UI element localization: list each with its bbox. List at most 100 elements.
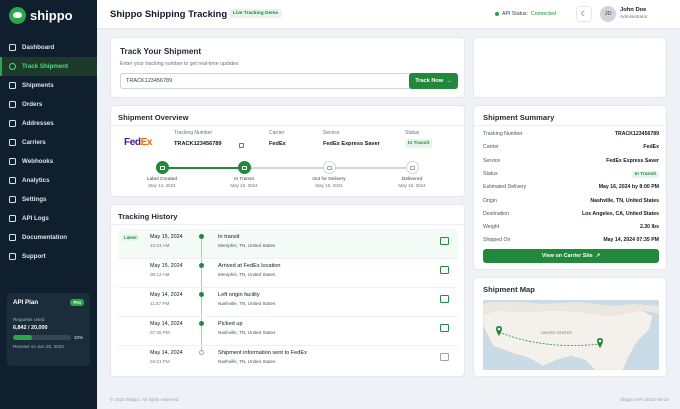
usage-percent: 33% [74, 335, 84, 340]
destination-pin-icon[interactable] [597, 338, 603, 348]
tracking-number-input[interactable] [120, 73, 414, 89]
sidebar-item-label: Orders [22, 101, 43, 108]
timeline-line [201, 326, 202, 353]
track-now-button[interactable]: Track Now → [409, 73, 458, 89]
map-land [483, 309, 654, 370]
copy-icon[interactable] [239, 143, 244, 148]
sidebar-item-support[interactable]: Support [0, 247, 97, 266]
sidebar-item-carriers[interactable]: Carriers [0, 133, 97, 152]
arrow-right-icon: → [446, 78, 452, 84]
sidebar-item-track-shipment[interactable]: Track Shipment [0, 57, 97, 76]
sidebar-item-label: Settings [22, 196, 47, 203]
progress-step-in-transit: In Transit May 15, 2024 [214, 161, 274, 188]
history-row[interactable]: May 14, 2024 11:47 PM Left origin facility… [118, 287, 458, 324]
step-date: May 16, 2024 [398, 183, 426, 188]
sidebar-item-analytics[interactable]: Analytics [0, 171, 97, 190]
history-divider [111, 224, 464, 225]
overview-title: Shipment Overview [118, 113, 189, 122]
step-icon [237, 161, 251, 174]
book-icon [9, 234, 16, 241]
truck-icon [9, 139, 16, 146]
usage-progress-bar [13, 335, 71, 340]
progress-step-label-created: Label Created May 14, 2024 [132, 161, 192, 188]
sidebar-item-dashboard[interactable]: Dashboard [0, 38, 97, 57]
history-time: 07:35 PM [150, 330, 170, 335]
gear-icon [9, 196, 16, 203]
shipment-map-card: Shipment Map UNITED STATES [473, 277, 667, 377]
box-icon [9, 82, 16, 89]
empty-panel [473, 37, 667, 98]
timeline-line [201, 239, 202, 266]
sidebar-item-settings[interactable]: Settings [0, 190, 97, 209]
row-divider [118, 316, 458, 317]
sidebar-item-shipments[interactable]: Shipments [0, 76, 97, 95]
history-row[interactable]: May 14, 2024 07:35 PM Picked up Nashville, … [118, 316, 458, 353]
sidebar-item-orders[interactable]: Orders [0, 95, 97, 114]
history-event: Arrived at FedEx location [218, 263, 281, 269]
history-location: Memphis, TN, United States [218, 243, 276, 248]
summary-value: FedEx Express Saver [606, 157, 659, 164]
sidebar-item-label: Webhooks [22, 158, 54, 165]
package-icon [440, 324, 449, 332]
history-event: Picked up [218, 321, 243, 327]
step-date: May 15, 2024 [230, 183, 258, 188]
dashboard-icon [9, 44, 16, 51]
status-label: Status [405, 130, 420, 136]
track-shipment-card: Track Your Shipment Enter your tracking … [110, 37, 465, 98]
step-date: May 14, 2024 [148, 183, 176, 188]
external-link-icon: ↗ [595, 253, 601, 259]
usage-progress-fill [13, 335, 33, 340]
api-status-value: Connected [530, 11, 557, 17]
history-time: 06:12 AM [150, 272, 170, 277]
history-time: 04:21 PM [150, 359, 170, 364]
user-menu[interactable]: John Doe Administrator [620, 7, 648, 19]
timeline-node [199, 292, 204, 297]
tracking-history-card: Tracking History Latest May 15, 2024 10:24… [110, 204, 465, 377]
step-icon [405, 161, 419, 174]
history-row[interactable]: May 14, 2024 04:21 PM Shipment information… [118, 345, 458, 374]
sidebar-item-label: Documentation [22, 234, 68, 241]
history-date: May 15, 2024 [150, 263, 183, 269]
api-plan-card: API Plan Pro Requests Used 6,842 / 20,00… [7, 293, 90, 366]
summary-title: Shipment Summary [483, 113, 555, 122]
history-date: May 14, 2024 [150, 321, 183, 327]
summary-key: Destination [483, 210, 509, 217]
view-carrier-site-button[interactable]: View on Carrier Site ↗ [483, 249, 659, 263]
summary-key: Service [483, 157, 501, 164]
logo[interactable]: shippo [9, 7, 73, 24]
history-row[interactable]: May 15, 2024 06:12 AM Arrived at FedEx loc… [118, 258, 458, 295]
history-title: Tracking History [118, 212, 178, 221]
search-icon [9, 63, 16, 70]
origin-pin-icon[interactable] [496, 326, 502, 336]
sidebar-item-documentation[interactable]: Documentation [0, 228, 97, 247]
summary-row-estimated-delivery: Estimated Delivery May 16, 2024 by 8:00 P… [483, 184, 659, 190]
shippo-logo-icon [9, 7, 26, 24]
sidebar-item-webhooks[interactable]: Webhooks [0, 152, 97, 171]
summary-row-status: Status In Transit [483, 170, 659, 178]
shipment-map[interactable]: UNITED STATES [483, 300, 659, 370]
history-location: Nashville, TN, United States [218, 301, 276, 306]
sidebar-item-label: Shipments [22, 82, 54, 89]
history-row[interactable]: Latest May 15, 2024 10:24 AM In transit Memp… [118, 229, 458, 266]
sidebar-item-label: Dashboard [22, 44, 55, 51]
theme-toggle-button[interactable]: ☾ [576, 6, 592, 22]
progress-line-done [162, 167, 244, 169]
summary-row-shipped-on: Shipped On May 14, 2024 07:35 PM [483, 237, 659, 243]
avatar[interactable]: JD [600, 6, 616, 22]
status-dot-icon [495, 12, 499, 16]
sidebar-item-label: API Logs [22, 215, 49, 222]
logo-text: shippo [30, 8, 73, 23]
timeline-node [199, 350, 204, 355]
webhook-icon [9, 158, 16, 165]
footer-version: Shippo API v2024-05-15 [620, 397, 669, 402]
renewal-date: Renews on Jun 20, 2024 [13, 344, 64, 349]
tracking-value: TRACK123456789 [174, 141, 222, 147]
overview-status: Status In Transit [405, 130, 433, 148]
history-time: 11:47 PM [150, 301, 170, 306]
sidebar-item-addresses[interactable]: Addresses [0, 114, 97, 133]
status-badge: In Transit [631, 170, 659, 178]
sidebar-item-api-logs[interactable]: API Logs [0, 209, 97, 228]
map-country-label: UNITED STATES [541, 330, 572, 335]
step-label: Out for Delivery [312, 177, 346, 182]
sidebar-item-label: Track Shipment [22, 63, 69, 70]
